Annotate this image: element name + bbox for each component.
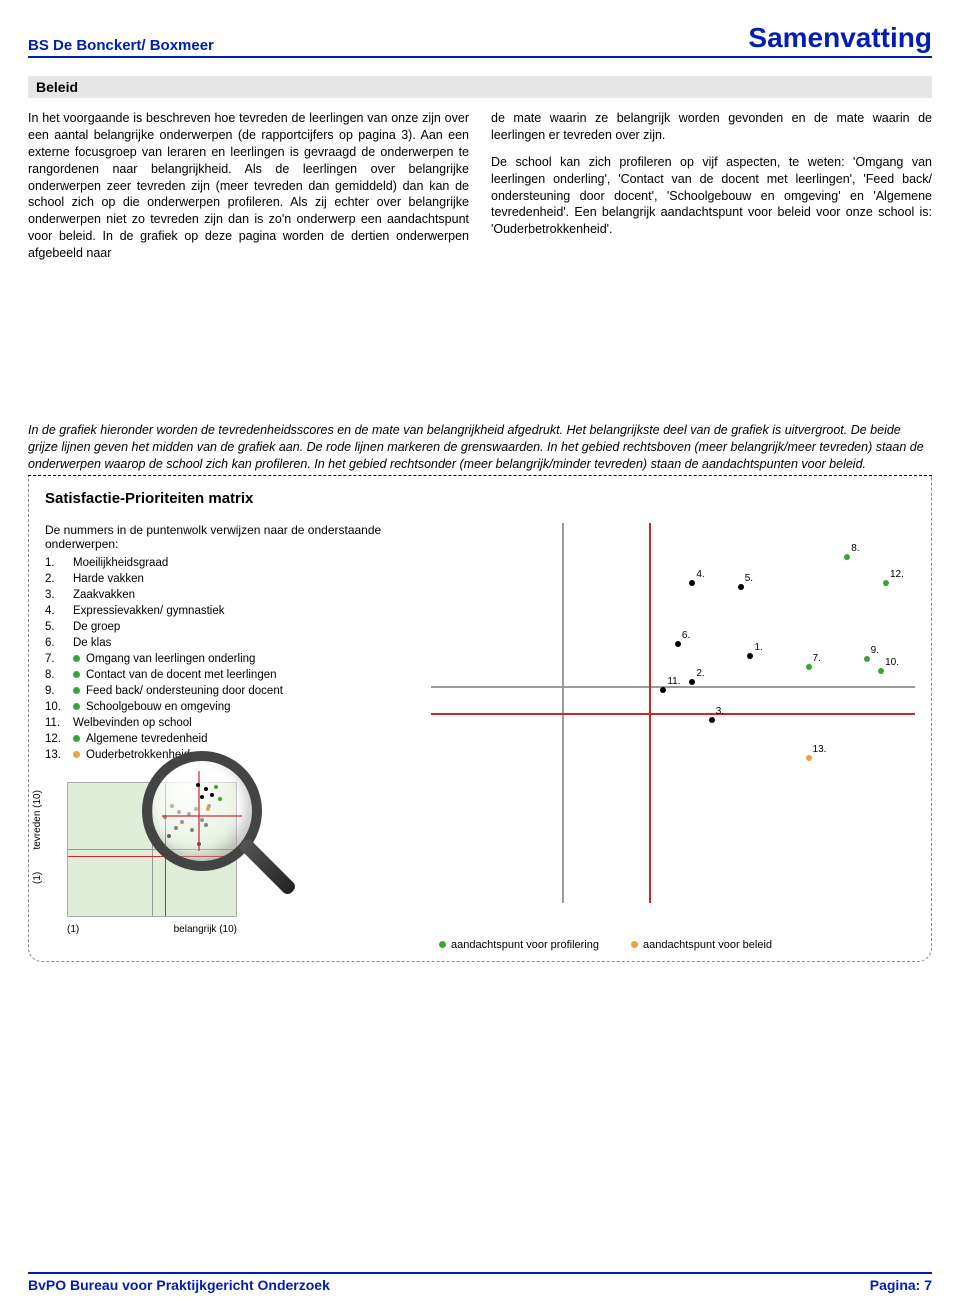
scatter-point (675, 641, 681, 647)
legend-label: Schoolgebouw en omgeving (86, 701, 231, 713)
scatter-point-label: 6. (682, 630, 690, 641)
scatter-point-label: 1. (754, 642, 762, 653)
mini-chart: (1) tevreden (10) (1) belangrijk (10) (37, 769, 257, 939)
legend-label: Feed back/ ondersteuning door docent (86, 685, 283, 697)
legend-item: 7.Omgang van leerlingen onderling (45, 651, 415, 667)
scatter-legend: aandachtspunt voor profilering aandachts… (431, 939, 915, 951)
scatter-point-label: 13. (813, 744, 827, 755)
page-footer: BvPO Bureau voor Praktijkgericht Onderzo… (28, 1272, 932, 1293)
mini-y-low: (1) (32, 871, 43, 883)
mini-x-low: (1) (67, 924, 79, 935)
legend-item: 9.Feed back/ ondersteuning door docent (45, 683, 415, 699)
magnifier-icon (142, 751, 302, 911)
legend-dot-icon (73, 671, 80, 678)
matrix-box: Satisfactie-Prioriteiten matrix De numme… (28, 476, 932, 962)
scatter-point-label: 11. (667, 676, 680, 687)
legend-label: De groep (73, 621, 120, 633)
scatter-point-label: 9. (871, 645, 879, 656)
legend-dot-icon (73, 655, 80, 662)
legend-label: Expressievakken/ gymnastiek (73, 605, 224, 617)
scatter-point-label: 2. (696, 668, 704, 679)
legend-profiling: aandachtspunt voor profilering (451, 939, 599, 951)
section-title: Beleid (28, 76, 932, 98)
legend-item: 2.Harde vakken (45, 571, 415, 587)
scatter-point (689, 580, 695, 586)
legend-label: Contact van de docent met leerlingen (86, 669, 277, 681)
legend-item: 10.Schoolgebouw en omgeving (45, 699, 415, 715)
body-text: In het voorgaande is beschreven hoe tevr… (28, 110, 932, 262)
legend-label: Harde vakken (73, 573, 144, 585)
scatter-point-label: 5. (745, 573, 753, 584)
scatter-point (747, 653, 753, 659)
scatter-point (844, 554, 850, 560)
legend-item: 12.Algemene tevredenheid (45, 731, 415, 747)
legend-side: De nummers in de puntenwolk verwijzen na… (45, 523, 415, 763)
graph-intro: In de grafiek hieronder worden de tevred… (28, 422, 932, 476)
legend-dot-icon (73, 703, 80, 710)
mini-y-label: tevreden (10) (32, 790, 43, 849)
scatter-point-label: 10. (885, 657, 899, 668)
legend-item: 4.Expressievakken/ gymnastiek (45, 603, 415, 619)
legend-list: 1.Moeilijkheidsgraad2.Harde vakken3.Zaak… (45, 555, 415, 763)
mini-x-label: belangrijk (10) (174, 924, 237, 935)
scatter-point (689, 679, 695, 685)
page-header: BS De Bonckert/ Boxmeer Samenvatting (28, 22, 932, 58)
scatter-point (709, 717, 715, 723)
quad-tl: Minder belangrijk/Meer tevreden (437, 527, 540, 561)
footer-right: Pagina: 7 (870, 1277, 932, 1293)
legend-item: 6.De klas (45, 635, 415, 651)
legend-item: 11.Welbevinden op school (45, 715, 415, 731)
legend-item: 5.De groep (45, 619, 415, 635)
quad-br: Meer belangrijk/Minder tevreden (815, 849, 909, 883)
header-right: Samenvatting (748, 22, 932, 54)
matrix-title: Satisfactie-Prioriteiten matrix (45, 490, 915, 507)
scatter-chart: Minder belangrijk/Meer tevreden Meer bel… (431, 523, 915, 953)
legend-label: Welbevinden op school (73, 717, 192, 729)
scatter-point (738, 584, 744, 590)
scatter-point (864, 656, 870, 662)
scatter-point (660, 687, 666, 693)
scatter-point-label: 7. (813, 653, 821, 664)
scatter-point (883, 580, 889, 586)
legend-dot-icon (73, 687, 80, 694)
quad-bl: Minder belangrijk/Minder tevreden (437, 849, 540, 883)
legend-item: 8.Contact van de docent met leerlingen (45, 667, 415, 683)
legend-item: 1.Moeilijkheidsgraad (45, 555, 415, 571)
quad-tr: Meer belangrijk/Meer tevreden (817, 527, 910, 561)
legend-label: Zaakvakken (73, 589, 135, 601)
legend-intro: De nummers in de puntenwolk verwijzen na… (45, 523, 415, 551)
legend-beleid: aandachtspunt voor beleid (643, 939, 772, 951)
body-left: In het voorgaande is beschreven hoe tevr… (28, 110, 469, 262)
legend-label: Algemene tevredenheid (86, 733, 207, 745)
scatter-point-label: 4. (696, 569, 704, 580)
legend-dot-icon (73, 735, 80, 742)
legend-label: Omgang van leerlingen onderling (86, 653, 255, 665)
scatter-point-label: 12. (890, 569, 904, 580)
legend-label: De klas (73, 637, 111, 649)
scatter-point (806, 755, 812, 761)
legend-item: 3.Zaakvakken (45, 587, 415, 603)
scatter-point-label: 8. (851, 543, 859, 554)
scatter-point (878, 668, 884, 674)
body-right: de mate waarin ze belangrijk worden gevo… (491, 110, 932, 262)
legend-dot-icon (73, 751, 80, 758)
header-left: BS De Bonckert/ Boxmeer (28, 37, 214, 54)
legend-label: Moeilijkheidsgraad (73, 557, 168, 569)
scatter-point (806, 664, 812, 670)
scatter-point-label: 3. (716, 706, 724, 717)
footer-left: BvPO Bureau voor Praktijkgericht Onderzo… (28, 1277, 330, 1293)
